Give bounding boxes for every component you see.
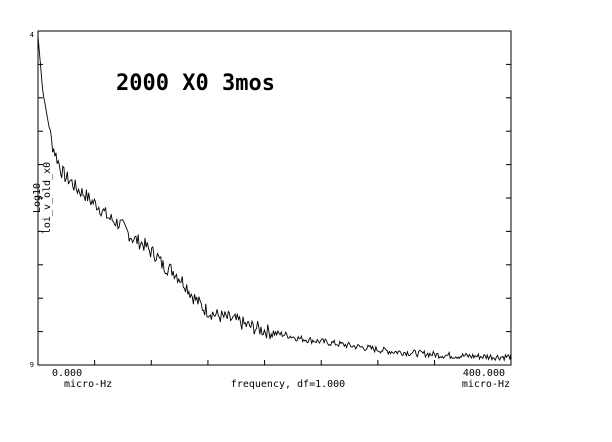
series-line [37,35,512,362]
y-tick-top: 4 [30,31,34,39]
y-axis-label-line2: loi_v_old_x0 [42,162,53,234]
y-tick-bottom: 9 [30,361,34,369]
y-axis-label-line1: Log10 [32,183,43,213]
x-tick-left: 0.000 [52,368,82,379]
x-axis-title: frequency, df=1.000 [231,379,345,390]
x-unit-left: micro-Hz [64,379,112,390]
x-unit-right: micro-Hz [462,379,510,390]
x-tick-right: 400.000 [463,368,505,379]
chart-title: 2000 X0 3mos [116,71,275,96]
axis-ticks [38,63,511,365]
